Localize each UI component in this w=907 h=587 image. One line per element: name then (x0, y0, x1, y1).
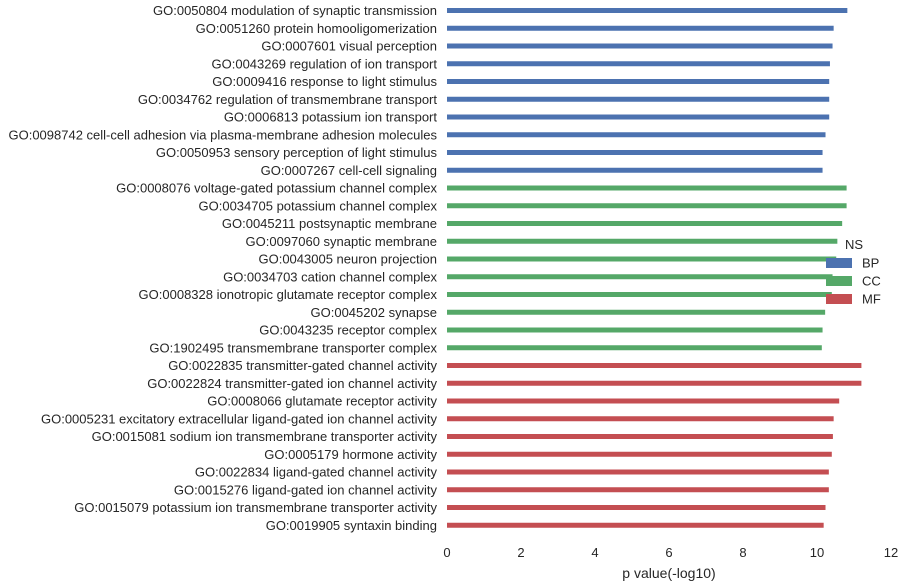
x-axis-title: p value(-log10) (622, 565, 715, 581)
category-label-18: GO:0043235 receptor complex (259, 323, 437, 338)
x-tick-label-6: 12 (884, 545, 898, 560)
category-label-3: GO:0043269 regulation of ion transport (212, 56, 438, 71)
category-label-11: GO:0034705 potassium channel complex (199, 198, 438, 213)
category-label-6: GO:0006813 potassium ion transport (224, 110, 438, 125)
category-label-16: GO:0008328 ionotropic glutamate receptor… (139, 287, 438, 302)
legend-title: NS (845, 237, 863, 252)
category-label-4: GO:0009416 response to light stimulus (212, 74, 437, 89)
category-label-20: GO:0022835 transmitter-gated channel act… (168, 358, 437, 373)
bar-22 (447, 398, 840, 404)
bar-11 (447, 203, 847, 209)
bar-25 (447, 451, 832, 457)
bar-2 (447, 43, 833, 49)
category-label-17: GO:0045202 synapse (311, 305, 437, 320)
x-tick-label-2: 4 (591, 545, 598, 560)
bar-12 (447, 221, 843, 226)
category-label-23: GO:0005231 excitatory extracellular liga… (41, 411, 438, 426)
bar-1 (447, 25, 834, 31)
category-label-0: GO:0050804 modulation of synaptic transm… (153, 3, 437, 18)
bar-21 (447, 380, 862, 386)
bar-27 (447, 487, 829, 493)
category-label-1: GO:0051260 protein homooligomerization (196, 21, 437, 36)
bar-8 (447, 150, 823, 155)
bar-16 (447, 292, 832, 297)
legend-label-cc: CC (862, 274, 881, 289)
bar-15 (447, 274, 833, 280)
x-tick-label-5: 10 (810, 545, 824, 560)
bar-14 (447, 256, 837, 262)
bar-18 (447, 327, 823, 333)
legend-entries-group: BP CC MF (826, 256, 881, 307)
bar-10 (447, 185, 847, 191)
bar-3 (447, 61, 830, 67)
bar-5 (447, 96, 830, 102)
category-labels-group: GO:0050804 modulation of synaptic transm… (8, 3, 437, 533)
legend-swatch-bp (826, 258, 852, 268)
category-label-19: GO:1902495 transmembrane transporter com… (149, 340, 437, 355)
category-label-28: GO:0015079 potassium ion transmembrane t… (74, 500, 437, 515)
category-label-10: GO:0008076 voltage-gated potassium chann… (116, 181, 437, 196)
category-label-22: GO:0008066 glutamate receptor activity (207, 394, 437, 409)
category-label-13: GO:0097060 synaptic membrane (246, 234, 438, 249)
bars-group (447, 8, 862, 528)
bar-0 (447, 8, 848, 13)
legend: NS BP CC MF (826, 237, 881, 307)
category-label-29: GO:0019905 syntaxin binding (266, 518, 437, 533)
bar-4 (447, 79, 830, 84)
category-label-26: GO:0022834 ligand-gated channel activity (195, 465, 438, 480)
x-tick-labels-group: 0 2 4 6 8 10 12 (443, 545, 898, 560)
category-label-2: GO:0007601 visual perception (261, 39, 437, 54)
category-label-9: GO:0007267 cell-cell signaling (261, 163, 437, 178)
bar-13 (447, 238, 838, 244)
category-label-8: GO:0050953 sensory perception of light s… (156, 145, 438, 160)
x-tick-label-0: 0 (443, 545, 450, 560)
bar-29 (447, 522, 824, 528)
bar-9 (447, 167, 823, 173)
bar-6 (447, 114, 830, 120)
bar-28 (447, 505, 826, 510)
bar-23 (447, 416, 834, 422)
x-tick-label-3: 6 (665, 545, 672, 560)
category-label-27: GO:0015276 ligand-gated ion channel acti… (174, 482, 438, 497)
legend-label-bp: BP (862, 256, 879, 271)
bar-20 (447, 363, 862, 368)
bar-17 (447, 309, 826, 315)
category-label-5: GO:0034762 regulation of transmembrane t… (138, 92, 438, 107)
bar-26 (447, 469, 829, 475)
category-label-21: GO:0022824 transmitter-gated ion channel… (147, 376, 437, 391)
bar-7 (447, 132, 826, 138)
legend-label-mf: MF (862, 292, 881, 307)
category-label-12: GO:0045211 postsynaptic membrane (222, 216, 437, 231)
category-label-24: GO:0015081 sodium ion transmembrane tran… (92, 429, 438, 444)
category-label-15: GO:0034703 cation channel complex (223, 269, 437, 284)
category-label-7: GO:0098742 cell-cell adhesion via plasma… (8, 127, 437, 142)
x-tick-label-1: 2 (517, 545, 524, 560)
bar-19 (447, 345, 822, 351)
legend-swatch-mf (826, 294, 852, 304)
x-tick-label-4: 8 (739, 545, 746, 560)
legend-swatch-cc (826, 276, 852, 286)
category-label-14: GO:0043005 neuron projection (258, 252, 437, 267)
bar-24 (447, 434, 833, 439)
category-label-25: GO:0005179 hormone activity (264, 447, 437, 462)
